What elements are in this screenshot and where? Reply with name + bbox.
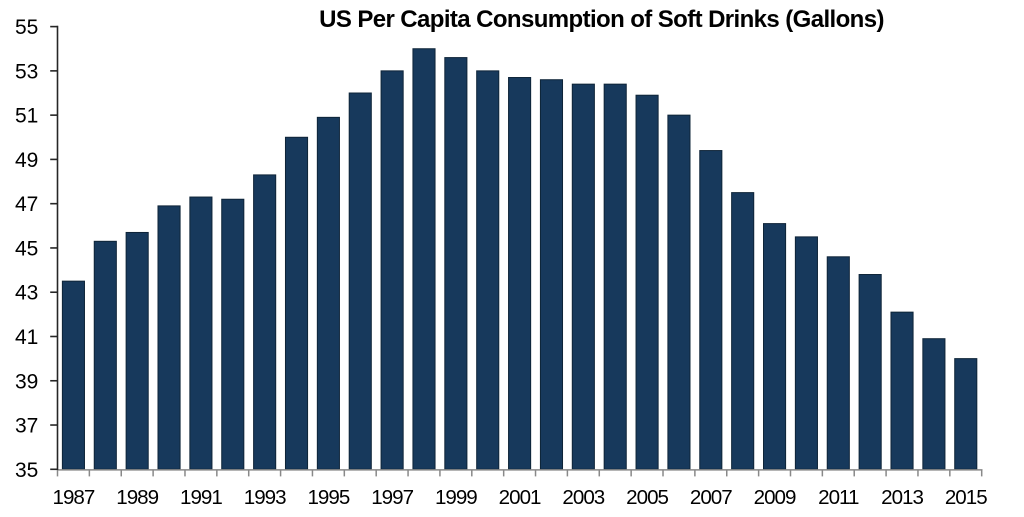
svg-text:1987: 1987 xyxy=(53,486,95,509)
svg-text:2013: 2013 xyxy=(881,486,923,509)
svg-text:2005: 2005 xyxy=(626,486,668,509)
svg-text:47: 47 xyxy=(15,193,38,216)
svg-text:37: 37 xyxy=(15,415,38,438)
svg-text:2003: 2003 xyxy=(562,486,604,509)
svg-text:49: 49 xyxy=(15,149,38,172)
svg-text:39: 39 xyxy=(15,370,38,393)
svg-text:2001: 2001 xyxy=(499,486,541,509)
svg-text:2009: 2009 xyxy=(754,486,796,509)
svg-text:53: 53 xyxy=(15,60,38,83)
svg-text:1989: 1989 xyxy=(116,486,158,509)
svg-text:1991: 1991 xyxy=(180,486,222,509)
svg-text:1999: 1999 xyxy=(435,486,477,509)
svg-text:2007: 2007 xyxy=(690,486,732,509)
svg-text:2015: 2015 xyxy=(945,486,987,509)
svg-text:45: 45 xyxy=(15,237,38,260)
svg-text:35: 35 xyxy=(15,459,38,482)
svg-text:1997: 1997 xyxy=(371,486,413,509)
svg-text:51: 51 xyxy=(15,105,38,128)
svg-text:1995: 1995 xyxy=(307,486,349,509)
svg-text:1993: 1993 xyxy=(244,486,286,509)
svg-text:55: 55 xyxy=(15,16,38,39)
svg-text:41: 41 xyxy=(15,326,38,349)
svg-text:2011: 2011 xyxy=(818,486,859,509)
svg-text:US Per Capita Consumption of S: US Per Capita Consumption of Soft Drinks… xyxy=(319,6,884,33)
svg-text:43: 43 xyxy=(15,282,38,305)
